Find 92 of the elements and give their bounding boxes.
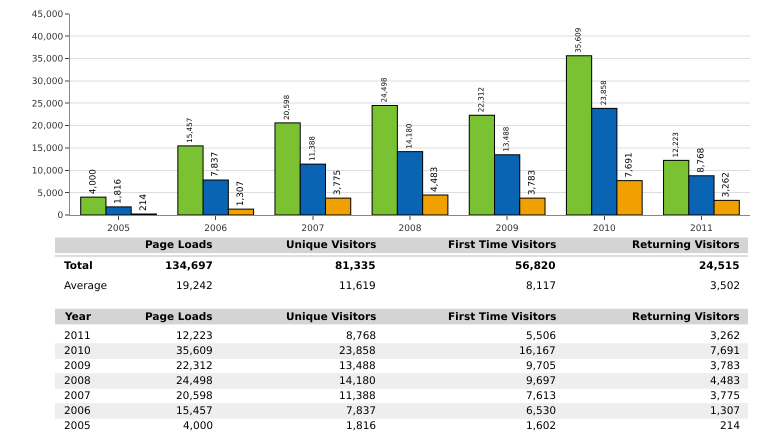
y-tick-label: 45,000	[32, 10, 64, 20]
y-tick-label: 35,000	[32, 54, 64, 65]
text: 1,307	[710, 405, 740, 417]
text: 7,691	[710, 345, 740, 357]
text: 15,457	[176, 405, 213, 417]
text: 6,530	[526, 405, 556, 417]
data-label: 15,457	[185, 118, 194, 143]
text: 11,388	[339, 390, 376, 402]
y-tick-label: 25,000	[32, 99, 64, 110]
text: 2011	[64, 330, 91, 342]
x-tick-label: 2011	[690, 224, 713, 234]
x-tick-label: 2010	[592, 224, 616, 234]
text: 2007	[64, 390, 91, 402]
y-tick-label: 40,000	[32, 32, 64, 42]
text: 56,820	[515, 260, 556, 272]
x-tick-label: 2006	[204, 224, 228, 234]
data-label: 3,775	[333, 170, 344, 196]
data-label: 24,498	[379, 76, 388, 102]
y-tick-label: 0	[57, 211, 64, 222]
text: 81,335	[335, 260, 376, 272]
data-label: 23,858	[598, 80, 608, 106]
text: 8,117	[526, 280, 556, 292]
x-tick-label: 2009	[496, 224, 519, 234]
x-tick-label: 2008	[398, 224, 422, 234]
data-label: 214	[138, 194, 149, 212]
text: First Time Visitors	[448, 311, 556, 323]
text: 2010	[64, 345, 91, 357]
text: 134,697	[165, 260, 213, 272]
text: 35,609	[176, 345, 213, 357]
text: 16,167	[519, 345, 556, 357]
text: Returning Visitors	[632, 311, 740, 323]
text: Average	[64, 280, 108, 292]
text: 24,498	[176, 375, 213, 387]
text: 1,816	[346, 420, 376, 432]
data-label: 1,816	[114, 178, 124, 204]
text: 2006	[64, 405, 92, 417]
text: 1,602	[526, 420, 556, 432]
text: 11,619	[339, 280, 376, 292]
data-label: 35,609	[574, 27, 583, 53]
y-tick-label: 5,000	[37, 188, 64, 199]
text: 8,768	[346, 330, 376, 342]
x-tick-label: 2005	[107, 224, 130, 234]
y-tick-label: 10,000	[32, 166, 64, 176]
text: Total	[64, 260, 93, 272]
text: 12,223	[176, 330, 213, 342]
text: Returning Visitors	[632, 239, 740, 251]
text: 2008	[64, 375, 91, 387]
text: 23,858	[339, 345, 376, 357]
text: 5,506	[526, 330, 556, 342]
text: 9,697	[526, 375, 556, 387]
data-label: 12,223	[670, 132, 680, 158]
data-label: 4,483	[430, 166, 440, 192]
data-label: 3,262	[722, 172, 732, 198]
data-label: 20,598	[282, 94, 292, 120]
text: 2009	[64, 360, 91, 372]
text: 214	[720, 420, 740, 432]
text: 14,180	[339, 375, 376, 387]
text: Page Loads	[145, 311, 213, 323]
data-label: 3,783	[527, 170, 538, 196]
y-tick-label: 30,000	[32, 77, 64, 87]
text: 13,488	[339, 360, 376, 372]
text: 3,775	[710, 390, 740, 402]
text: 7,837	[346, 405, 376, 417]
data-label: 7,691	[624, 152, 634, 178]
text: Unique Visitors	[286, 239, 376, 251]
data-label: 11,388	[307, 136, 316, 162]
text: Unique Visitors	[286, 311, 376, 323]
data-label: 8,768	[696, 148, 706, 173]
data-label: 4,000	[88, 169, 98, 194]
text: 4,483	[710, 375, 740, 387]
data-label: 22,312	[476, 86, 486, 112]
text: Year	[64, 311, 92, 323]
text: First Time Visitors	[448, 239, 556, 251]
text: 9,705	[526, 360, 556, 372]
text: 3,783	[710, 360, 740, 372]
data-label: 14,180	[404, 123, 414, 149]
data-label: 13,488	[502, 126, 511, 152]
x-tick-label: 2007	[301, 224, 324, 234]
text: 2005	[64, 420, 91, 432]
text: 3,502	[710, 280, 740, 292]
data-label: 1,307	[236, 180, 246, 206]
text: 7,613	[526, 390, 556, 402]
text: 20,598	[176, 390, 213, 402]
text: 4,000	[183, 420, 214, 432]
text: 19,242	[176, 280, 213, 292]
text: Page Loads	[145, 239, 213, 251]
text: 24,515	[699, 260, 740, 272]
text: 3,262	[710, 330, 740, 342]
data-label: 7,837	[210, 152, 221, 177]
y-tick-label: 20,000	[32, 122, 64, 132]
text: 22,312	[176, 360, 213, 372]
y-tick-label: 15,000	[32, 144, 64, 154]
